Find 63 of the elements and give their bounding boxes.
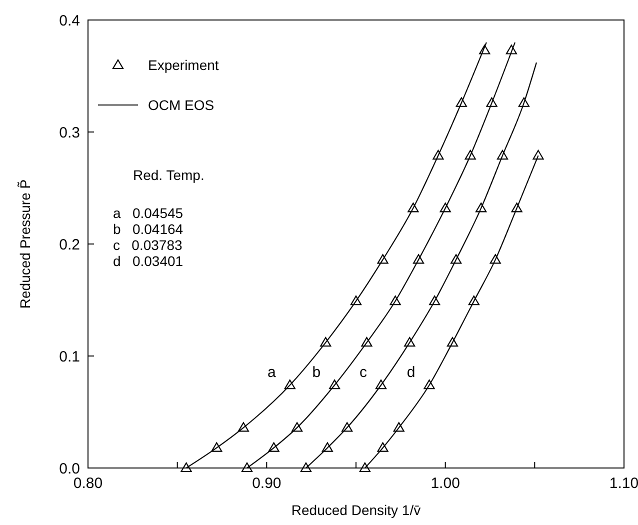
point bbox=[456, 97, 467, 107]
point bbox=[361, 337, 372, 347]
x-tick-label: 1.00 bbox=[430, 475, 460, 492]
point bbox=[377, 442, 388, 452]
point bbox=[291, 422, 303, 432]
point bbox=[342, 422, 353, 432]
annotation: c 0.03783 bbox=[113, 237, 182, 253]
y-axis-title: Reduced Pressure P̃ bbox=[16, 179, 33, 309]
point bbox=[468, 296, 480, 306]
x-tick-label: 1.10 bbox=[609, 475, 638, 492]
point bbox=[350, 296, 362, 306]
legend-label: Experiment bbox=[148, 56, 219, 73]
point bbox=[511, 202, 522, 212]
point bbox=[506, 44, 517, 54]
y-tick-label: 0.2 bbox=[59, 236, 80, 254]
point bbox=[211, 442, 222, 452]
point bbox=[404, 337, 416, 347]
y-tick-label: 0.4 bbox=[59, 12, 80, 30]
point bbox=[432, 150, 444, 160]
legend-label: OCM EOS bbox=[148, 96, 214, 113]
y-tick-label: 0.3 bbox=[59, 124, 80, 142]
annotation: a 0.04545 bbox=[113, 205, 184, 221]
point bbox=[268, 442, 280, 452]
annotation: a bbox=[268, 364, 277, 382]
point bbox=[424, 380, 435, 390]
point bbox=[377, 254, 388, 264]
point bbox=[440, 202, 451, 212]
point bbox=[390, 296, 401, 306]
point bbox=[518, 97, 530, 107]
point bbox=[322, 442, 333, 452]
point bbox=[408, 202, 419, 212]
point bbox=[359, 462, 370, 472]
annotation: d 0.03401 bbox=[113, 253, 184, 269]
point bbox=[329, 380, 340, 390]
x-axis-title: Reduced Density 1/v̄ bbox=[291, 502, 421, 518]
point bbox=[241, 462, 253, 472]
point bbox=[464, 150, 476, 160]
point bbox=[300, 462, 312, 472]
point bbox=[375, 380, 387, 390]
y-tick-label: 0.1 bbox=[59, 348, 80, 366]
point bbox=[490, 254, 501, 264]
y-tick-label: 0.0 bbox=[59, 460, 80, 478]
point bbox=[320, 337, 332, 347]
annotation: c bbox=[360, 364, 368, 382]
point bbox=[429, 296, 440, 306]
point bbox=[412, 254, 424, 264]
point bbox=[238, 422, 249, 432]
point bbox=[446, 337, 458, 347]
annotation: d bbox=[406, 364, 416, 382]
point bbox=[486, 97, 498, 107]
point bbox=[476, 202, 487, 212]
x-tick-label: 0.90 bbox=[252, 475, 282, 492]
annotation: b bbox=[312, 364, 321, 382]
point bbox=[393, 422, 404, 432]
annotation: b 0.04164 bbox=[113, 221, 184, 237]
point bbox=[532, 150, 544, 160]
point bbox=[450, 254, 462, 264]
point bbox=[180, 462, 192, 472]
point bbox=[496, 150, 508, 160]
x-tick-label: 0.80 bbox=[73, 475, 103, 492]
annotation: Red. Temp. bbox=[133, 167, 204, 183]
point bbox=[479, 44, 490, 54]
point bbox=[284, 380, 296, 390]
